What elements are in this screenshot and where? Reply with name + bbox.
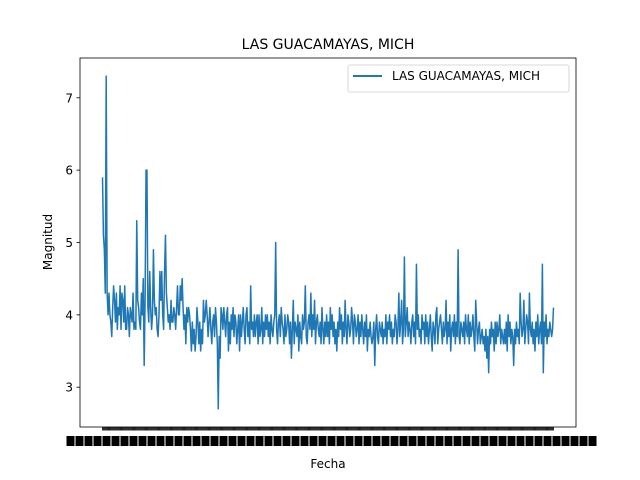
chart-title: LAS GUACAMAYAS, MICH [242, 37, 415, 53]
x-tick-label-blob [345, 436, 354, 446]
x-tick-label-blob [264, 436, 273, 446]
x-tick-label-blob [543, 436, 552, 446]
legend-entry-label: LAS GUACAMAYAS, MICH [392, 69, 540, 83]
legend: LAS GUACAMAYAS, MICH [347, 64, 570, 93]
x-tick-label-blob [183, 436, 192, 446]
x-tick-label-blob [156, 436, 165, 446]
y-tick-label: 3 [65, 381, 73, 395]
x-tick-label-blob [237, 436, 246, 446]
x-tick-label-blob [444, 436, 453, 446]
x-tick-label-blob [102, 436, 111, 446]
x-tick-label-blob [363, 436, 372, 446]
y-axis-label: Magnitud [41, 214, 55, 270]
series-line [101, 75, 555, 410]
x-tick-label-blob [282, 436, 291, 446]
y-tick-label: 5 [65, 236, 73, 250]
x-tick-label-blob [498, 436, 507, 446]
x-tick-label-blob [588, 436, 597, 446]
x-tick-label-blob [327, 436, 336, 446]
x-tick-label-blob [309, 436, 318, 446]
x-tick-label-blob [165, 436, 174, 446]
x-tick-label-blob [552, 436, 561, 446]
x-tick-label-blob [300, 436, 309, 446]
x-tick-label-blob [291, 436, 300, 446]
x-tick-label-blob [534, 436, 543, 446]
x-tick-label-blob [417, 436, 426, 446]
x-tick-label-blob [507, 436, 516, 446]
x-tick-label-blob [561, 436, 570, 446]
y-tick-label: 4 [65, 308, 73, 322]
x-axis-ticks [66, 427, 597, 446]
x-tick-label-blob [129, 436, 138, 446]
x-tick-label-blob [354, 436, 363, 446]
x-tick-label-blob [210, 436, 219, 446]
x-tick-label-blob [138, 436, 147, 446]
x-tick-label-blob [372, 436, 381, 446]
x-tick-label-blob [318, 436, 327, 446]
x-tick-label-blob [255, 436, 264, 446]
x-tick-labels-overlapping [66, 436, 597, 446]
x-tick-label-blob [228, 436, 237, 446]
x-tick-label-blob [390, 436, 399, 446]
x-tick-label-blob [408, 436, 417, 446]
x-tick-label-blob [120, 436, 129, 446]
y-axis-ticks: 3 4 5 6 7 [65, 91, 80, 395]
x-tick-label-blob [579, 436, 588, 446]
axes-frame [79, 57, 577, 428]
x-tick-label-blob [273, 436, 282, 446]
x-tick-label-blob [111, 436, 120, 446]
x-tick-label-blob [246, 436, 255, 446]
x-axis-label: Fecha [310, 457, 345, 471]
x-tick-label-blob [381, 436, 390, 446]
y-tick-label: 6 [65, 164, 73, 178]
x-tick-label-blob [336, 436, 345, 446]
x-tick-label-blob [192, 436, 201, 446]
x-tick-label-blob [399, 436, 408, 446]
x-tick-label-blob [219, 436, 228, 446]
legend-box [347, 64, 570, 93]
x-tick-label-blob [84, 436, 93, 446]
x-tick-label-blob [201, 436, 210, 446]
x-tick-label-blob [93, 436, 102, 446]
x-tick-label-blob [75, 436, 84, 446]
x-tick-label-blob [480, 436, 489, 446]
x-tick-label-blob [489, 436, 498, 446]
x-tick-label-blob [66, 436, 75, 446]
x-tick-label-blob [435, 436, 444, 446]
plot-area [101, 75, 555, 410]
x-tick-label-blob [453, 436, 462, 446]
x-tick-label-blob [147, 436, 156, 446]
x-tick-label-blob [174, 436, 183, 446]
x-tick-label-blob [471, 436, 480, 446]
x-tick-label-blob [525, 436, 534, 446]
x-tick-label-blob [570, 436, 579, 446]
x-tick-label-blob [426, 436, 435, 446]
x-tick-label-blob [516, 436, 525, 446]
y-tick-label: 7 [65, 91, 73, 105]
x-tick-label-blob [462, 436, 471, 446]
